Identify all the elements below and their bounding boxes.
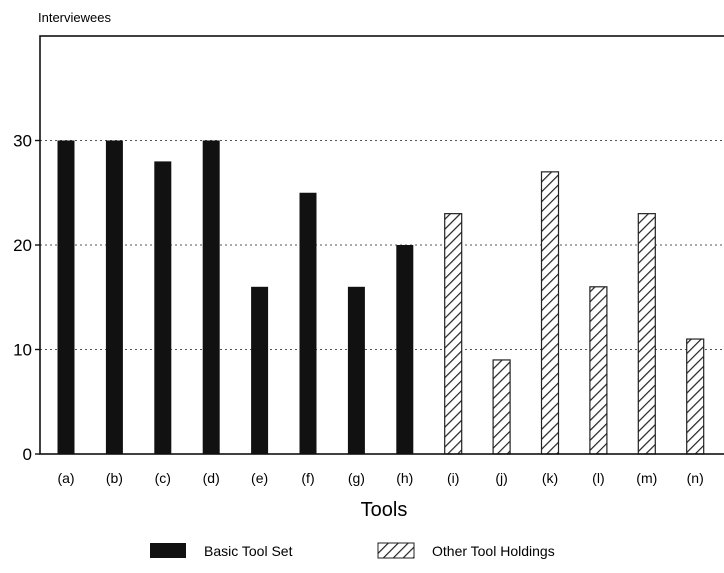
legend-label-other: Other Tool Holdings bbox=[432, 543, 555, 559]
bar-other-tool-holdings bbox=[686, 338, 705, 455]
x-axis-label: Tools bbox=[361, 499, 408, 521]
legend: Basic Tool Set Other Tool Holdings bbox=[150, 542, 555, 559]
y-ticks: 0 10 20 30 bbox=[13, 132, 40, 464]
x-tick-label: (b) bbox=[106, 470, 123, 486]
bar-basic-tool-set bbox=[396, 245, 414, 454]
bar-basic-tool-set bbox=[299, 192, 317, 454]
x-tick-label: (k) bbox=[542, 470, 558, 486]
x-tick-label: (i) bbox=[447, 470, 459, 486]
x-tick-label: (j) bbox=[495, 470, 507, 486]
x-tick-label: (m) bbox=[636, 470, 657, 486]
x-tick-label: (h) bbox=[396, 470, 413, 486]
y-axis-label: Interviewees bbox=[38, 10, 111, 25]
bar-basic-tool-set bbox=[347, 286, 365, 454]
x-tick-label: (d) bbox=[203, 470, 220, 486]
plot-frame bbox=[39, 35, 724, 455]
x-tick-label: (a) bbox=[57, 470, 74, 486]
y-tick-label: 20 bbox=[13, 236, 32, 255]
y-tick-label: 0 bbox=[23, 445, 32, 464]
x-tick-label: (f) bbox=[301, 470, 314, 486]
legend-swatch-basic bbox=[150, 543, 186, 558]
bar-basic-tool-set bbox=[202, 140, 220, 454]
bar-other-tool-holdings bbox=[492, 359, 511, 455]
bar-basic-tool-set bbox=[105, 140, 123, 454]
legend-label-basic: Basic Tool Set bbox=[204, 543, 293, 559]
legend-swatch-other bbox=[377, 542, 415, 559]
bar-other-tool-holdings bbox=[540, 171, 560, 455]
bar-other-tool-holdings bbox=[444, 213, 463, 455]
x-tick-labels: (a) (b) (c) (d) (e) (f) (g) (h) (i) (j) (k) (l) (m) (… bbox=[57, 470, 703, 486]
grid bbox=[40, 140, 724, 350]
x-tick-label: (c) bbox=[155, 470, 171, 486]
bar-other-tool-holdings bbox=[589, 286, 608, 455]
bar-basic-tool-set bbox=[154, 161, 172, 454]
bar-basic-tool-set bbox=[57, 140, 75, 454]
x-tick-label: (e) bbox=[251, 470, 268, 486]
x-tick-label: (n) bbox=[687, 470, 704, 486]
y-tick-label: 30 bbox=[13, 132, 32, 151]
bars bbox=[57, 140, 705, 455]
bar-basic-tool-set bbox=[251, 286, 269, 454]
y-tick-label: 10 bbox=[13, 341, 32, 360]
bar-other-tool-holdings bbox=[637, 213, 656, 455]
x-tick-label: (l) bbox=[592, 470, 604, 486]
x-tick-label: (g) bbox=[348, 470, 365, 486]
